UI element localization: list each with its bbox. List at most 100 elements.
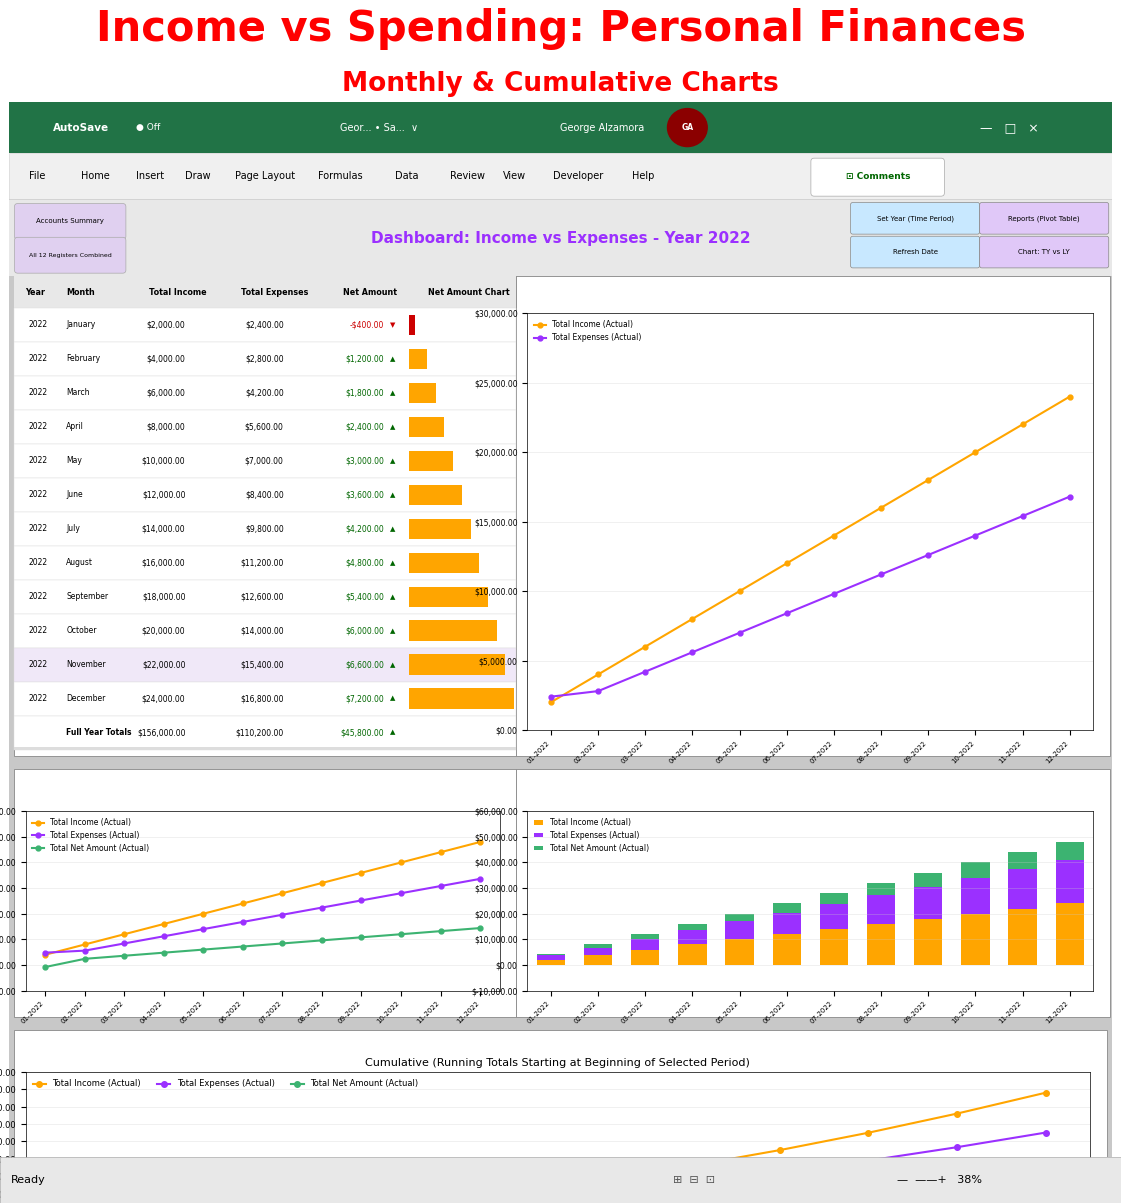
Bar bbox=[584, 944, 612, 948]
Bar bbox=[15, 647, 517, 682]
Text: $4,800.00: $4,800.00 bbox=[345, 558, 385, 568]
Total Net Amount (Actual) bbox=[118, 948, 131, 962]
Text: $18,000.00: $18,000.00 bbox=[142, 592, 185, 602]
Text: Insert: Insert bbox=[136, 171, 164, 182]
Text: Refresh Date: Refresh Date bbox=[892, 249, 937, 255]
Total Income (Actual) bbox=[38, 948, 52, 962]
Text: $9,800.00: $9,800.00 bbox=[244, 525, 284, 533]
Bar bbox=[678, 924, 706, 930]
Bar bbox=[819, 903, 849, 929]
FancyBboxPatch shape bbox=[980, 202, 1109, 235]
Bar bbox=[584, 948, 612, 955]
Total Expenses (Actual) bbox=[237, 914, 250, 929]
Bar bbox=[631, 949, 659, 965]
Bar bbox=[867, 895, 896, 924]
Line: Total Expenses (Actual): Total Expenses (Actual) bbox=[67, 1130, 1048, 1203]
Total Income (Actual) bbox=[507, 1185, 520, 1199]
Bar bbox=[517, 277, 1110, 757]
Text: ▲: ▲ bbox=[389, 729, 395, 735]
Bar bbox=[1009, 908, 1037, 965]
Text: ▲: ▲ bbox=[389, 695, 395, 701]
Total Income (Actual) bbox=[595, 1173, 609, 1187]
Text: ⊞  ⊟  ⊡: ⊞ ⊟ ⊡ bbox=[673, 1175, 715, 1185]
Text: All 12 Registers Combined: All 12 Registers Combined bbox=[29, 253, 112, 257]
Text: 2022: 2022 bbox=[29, 592, 48, 602]
Total Expenses (Actual) bbox=[545, 689, 558, 704]
Total Expenses (Actual) bbox=[118, 936, 131, 950]
Text: $1,800.00: $1,800.00 bbox=[345, 389, 385, 397]
Text: $8,400.00: $8,400.00 bbox=[244, 491, 284, 499]
Bar bbox=[15, 277, 517, 757]
Total Net Amount (Actual) bbox=[1039, 1181, 1053, 1196]
Text: 2022: 2022 bbox=[29, 627, 48, 635]
Total Expenses (Actual) bbox=[38, 946, 52, 960]
Bar bbox=[15, 511, 517, 546]
Text: July: July bbox=[66, 525, 81, 533]
Bar bbox=[409, 518, 471, 539]
Bar bbox=[1056, 903, 1084, 965]
Total Net Amount (Actual) bbox=[473, 920, 487, 935]
Text: Month: Month bbox=[66, 288, 95, 297]
Text: —   □   ×: — □ × bbox=[980, 122, 1038, 134]
Text: —  ——+   38%: — ——+ 38% bbox=[897, 1175, 982, 1185]
Total Income (Actual) bbox=[733, 583, 747, 598]
Total Net Amount (Actual) bbox=[861, 1193, 874, 1203]
Text: Set Year (Time Period): Set Year (Time Period) bbox=[877, 215, 954, 221]
Total Net Amount (Actual) bbox=[951, 1187, 964, 1202]
Bar bbox=[15, 308, 517, 342]
Text: $24,000.00: $24,000.00 bbox=[142, 694, 185, 703]
Total Income (Actual) bbox=[196, 907, 210, 921]
Bar bbox=[1009, 852, 1037, 869]
Text: $3,000.00: $3,000.00 bbox=[345, 456, 385, 466]
Text: June: June bbox=[66, 491, 83, 499]
Total Expenses (Actual) bbox=[827, 587, 841, 602]
Text: $7,000.00: $7,000.00 bbox=[244, 456, 284, 466]
Total Expenses (Actual) bbox=[473, 872, 487, 887]
Line: Total Income (Actual): Total Income (Actual) bbox=[548, 395, 1072, 705]
Line: Total Income (Actual): Total Income (Actual) bbox=[43, 840, 482, 958]
Text: Home: Home bbox=[81, 171, 110, 182]
Text: $15,400.00: $15,400.00 bbox=[240, 660, 284, 669]
Text: Developer: Developer bbox=[553, 171, 603, 182]
Text: $6,000.00: $6,000.00 bbox=[345, 627, 385, 635]
Total Income (Actual) bbox=[418, 1195, 432, 1203]
Bar bbox=[914, 872, 943, 887]
Legend: Total Income (Actual), Total Expenses (Actual): Total Income (Actual), Total Expenses (A… bbox=[531, 318, 645, 345]
Text: $14,000.00: $14,000.00 bbox=[142, 525, 185, 533]
Text: $6,600.00: $6,600.00 bbox=[345, 660, 385, 669]
Bar bbox=[1009, 869, 1037, 908]
Bar bbox=[961, 914, 990, 965]
Text: Full Year Totals: Full Year Totals bbox=[66, 728, 132, 737]
Total Income (Actual) bbox=[639, 640, 652, 654]
Text: $2,400.00: $2,400.00 bbox=[244, 320, 284, 330]
Total Income (Actual) bbox=[434, 845, 447, 859]
Bar bbox=[15, 478, 517, 511]
FancyBboxPatch shape bbox=[980, 236, 1109, 268]
Text: $110,200.00: $110,200.00 bbox=[235, 728, 284, 737]
Text: ▲: ▲ bbox=[389, 628, 395, 634]
Text: ▼: ▼ bbox=[389, 322, 395, 328]
Bar bbox=[409, 587, 488, 606]
Bar bbox=[631, 938, 659, 949]
Text: ▲: ▲ bbox=[389, 423, 395, 429]
Circle shape bbox=[667, 108, 707, 147]
Text: 2022: 2022 bbox=[29, 320, 48, 330]
Text: $2,800.00: $2,800.00 bbox=[245, 355, 284, 363]
Total Net Amount (Actual) bbox=[772, 1198, 786, 1203]
Text: December: December bbox=[66, 694, 105, 703]
Text: $1,200.00: $1,200.00 bbox=[345, 355, 385, 363]
Total Net Amount (Actual) bbox=[354, 930, 368, 944]
Text: $8,000.00: $8,000.00 bbox=[147, 422, 185, 432]
Total Expenses (Actual) bbox=[969, 528, 982, 543]
Bar bbox=[1056, 842, 1084, 860]
Total Expenses (Actual) bbox=[684, 1177, 697, 1191]
Text: $10,000.00: $10,000.00 bbox=[142, 456, 185, 466]
Text: $6,000.00: $6,000.00 bbox=[147, 389, 185, 397]
Text: Net Amount: Net Amount bbox=[343, 288, 397, 297]
Total Expenses (Actual) bbox=[595, 1186, 609, 1201]
Bar bbox=[772, 903, 800, 913]
Text: Formulas: Formulas bbox=[318, 171, 362, 182]
Text: Review: Review bbox=[451, 171, 485, 182]
Total Income (Actual) bbox=[780, 556, 794, 570]
Legend: Total Income (Actual), Total Expenses (Actual), Total Net Amount (Actual): Total Income (Actual), Total Expenses (A… bbox=[29, 1075, 421, 1091]
